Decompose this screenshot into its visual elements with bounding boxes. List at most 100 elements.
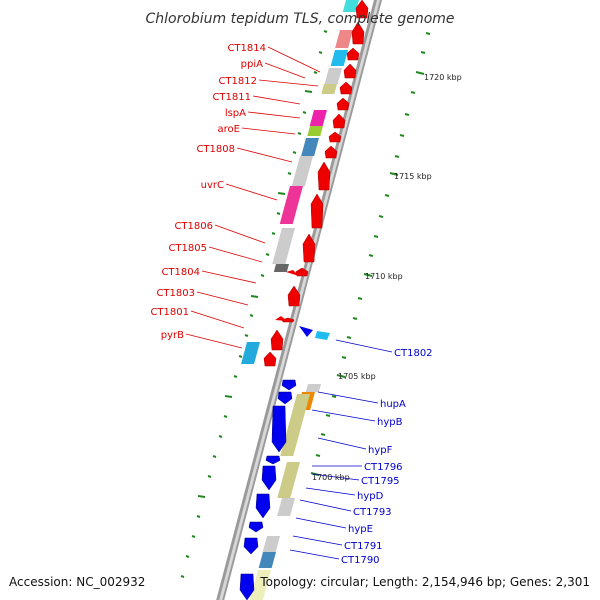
scale-tick xyxy=(271,232,276,235)
scale-ticks xyxy=(180,30,431,578)
topology-text: Topology: circular; Length: 2,154,946 bp… xyxy=(259,575,590,589)
gene-label-hypb[interactable]: hypB xyxy=(377,417,403,428)
forward-label-leader xyxy=(196,291,249,306)
scale-tick xyxy=(197,495,206,498)
reverse-label-leader xyxy=(317,391,379,404)
scale-tick xyxy=(265,253,270,256)
reverse-gene-arrow xyxy=(243,537,259,555)
map-title: Chlorobium tepidum TLS, complete genome xyxy=(145,11,454,27)
reverse-gene-arrow xyxy=(281,379,297,391)
cog-block xyxy=(277,462,300,498)
gene-label-ct1795[interactable]: CT1795 xyxy=(361,476,400,487)
accession-text: Accession: NC_002932 xyxy=(9,575,145,589)
forward-label-leader xyxy=(225,183,278,201)
gene-label-uvrc[interactable]: uvrC xyxy=(201,180,224,191)
scale-tick xyxy=(260,274,265,277)
cog-block xyxy=(309,110,327,126)
gene-label-ct1812[interactable]: CT1812 xyxy=(218,76,257,87)
scale-tick xyxy=(292,151,297,154)
gene-label-ct1804[interactable]: CT1804 xyxy=(161,267,200,278)
forward-label-leader xyxy=(190,310,245,329)
gene-arrows xyxy=(239,0,369,600)
gene-label-lspa[interactable]: lspA xyxy=(225,108,246,119)
gene-label-ct1805[interactable]: CT1805 xyxy=(168,243,207,254)
forward-label-leader xyxy=(201,270,257,284)
gene-label-pyrb[interactable]: pyrB xyxy=(161,330,184,341)
reverse-label-leader xyxy=(311,409,376,422)
gene-label-ct1791[interactable]: CT1791 xyxy=(344,541,383,552)
scale-tick xyxy=(185,555,190,558)
scale-tick xyxy=(325,414,331,417)
cog-block xyxy=(321,84,337,94)
scale-tick xyxy=(399,134,405,137)
gene-label-ct1802[interactable]: CT1802 xyxy=(394,348,433,359)
reverse-gene-arrow xyxy=(277,391,293,405)
gene-label-ct1806[interactable]: CT1806 xyxy=(174,221,213,232)
scale-label-1705: 1705 kbp xyxy=(338,372,376,381)
gene-label-ct1811[interactable]: CT1811 xyxy=(212,92,251,103)
scale-tick xyxy=(320,433,326,436)
cog-block xyxy=(330,50,348,66)
gene-label-ct1814[interactable]: CT1814 xyxy=(227,43,266,54)
cog-block xyxy=(280,394,310,456)
scale-tick xyxy=(363,273,373,277)
gene-label-hype[interactable]: hypE xyxy=(348,524,373,535)
forward-gene-arrow xyxy=(324,145,338,159)
scale-label-1710: 1710 kbp xyxy=(365,272,403,281)
gene-label-ct1808[interactable]: CT1808 xyxy=(196,144,235,155)
forward-gene-arrow xyxy=(302,233,316,263)
gene-label-ct1803[interactable]: CT1803 xyxy=(156,288,195,299)
reverse-label-leader xyxy=(295,517,347,529)
forward-label-leader xyxy=(241,127,296,135)
gene-label-aroe[interactable]: aroE xyxy=(218,124,240,135)
cog-block xyxy=(324,68,342,84)
label-leader-lines xyxy=(185,46,393,560)
scale-tick xyxy=(346,336,352,339)
scale-tick xyxy=(425,32,431,35)
forward-gene-arrow xyxy=(310,193,324,229)
scale-tick xyxy=(318,51,323,54)
forward-gene-arrow xyxy=(275,316,287,321)
forward-label-leader xyxy=(258,79,319,87)
scale-tick xyxy=(389,172,399,176)
scale-tick xyxy=(341,356,347,359)
scale-tick xyxy=(276,212,281,215)
cog-block xyxy=(307,126,323,136)
forward-gene-arrow xyxy=(346,47,360,61)
scale-tick xyxy=(357,297,363,300)
reverse-gene-arrow xyxy=(271,405,287,453)
scale-tick xyxy=(287,172,292,175)
scale-tick xyxy=(373,235,379,238)
gene-label-ct1801[interactable]: CT1801 xyxy=(150,307,189,318)
gene-label-hypd[interactable]: hypD xyxy=(357,491,384,502)
forward-label-leader xyxy=(185,333,243,349)
forward-label-leader xyxy=(267,46,321,73)
scale-tick xyxy=(238,355,243,358)
forward-gene-arrow xyxy=(286,270,299,276)
scale-tick xyxy=(415,71,425,75)
scale-tick xyxy=(250,295,259,298)
forward-label-leader xyxy=(264,62,306,79)
gene-label-hupa[interactable]: hupA xyxy=(380,399,406,410)
forward-label-leader xyxy=(208,246,263,263)
forward-gene-arrow xyxy=(332,113,346,129)
reverse-gene-arrow xyxy=(265,455,281,465)
scale-tick xyxy=(218,435,223,438)
gene-label-ct1793[interactable]: CT1793 xyxy=(353,507,392,518)
reverse-gene-arrow xyxy=(299,326,313,337)
gene-label-ct1796[interactable]: CT1796 xyxy=(364,462,403,473)
cog-block xyxy=(273,264,289,272)
cog-block xyxy=(249,570,271,600)
gene-label-ct1790[interactable]: CT1790 xyxy=(341,555,380,566)
reverse-label-leader xyxy=(305,487,356,496)
forward-gene-arrow xyxy=(336,97,350,111)
reverse-gene-arrow xyxy=(255,493,271,519)
scale-tick xyxy=(224,395,233,398)
gene-label-ppia[interactable]: ppiA xyxy=(241,59,263,70)
forward-label-leader xyxy=(247,111,301,119)
scale-tick xyxy=(249,314,254,317)
forward-gene-arrow xyxy=(343,63,357,79)
reverse-label-leader xyxy=(292,535,343,546)
gene-label-hypf[interactable]: hypF xyxy=(368,445,393,456)
